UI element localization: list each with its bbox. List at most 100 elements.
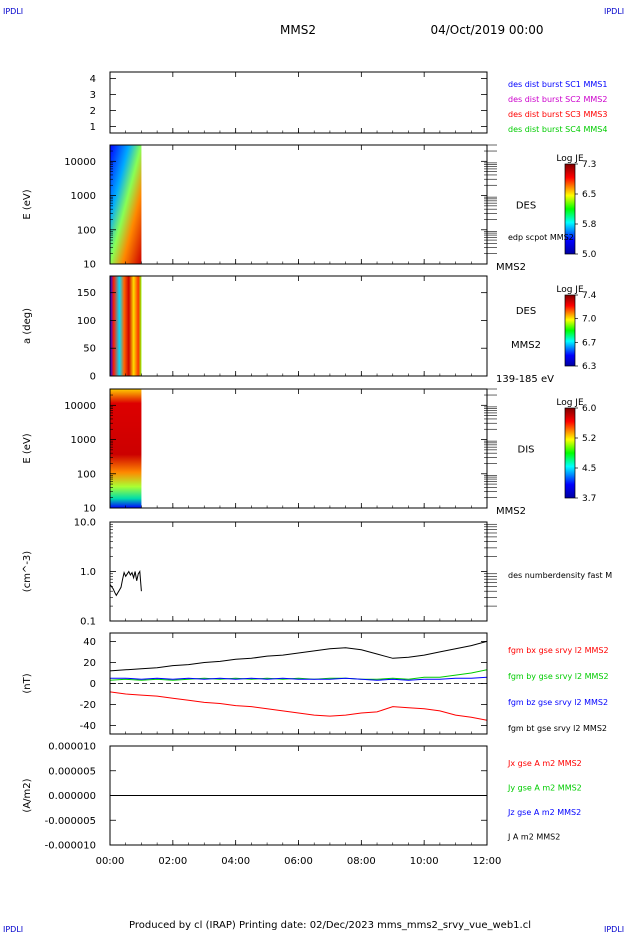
y-tick-label: -40 [80, 721, 96, 732]
colorbar-tick-label: 6.5 [582, 190, 596, 200]
legend-entry-burst: des dist burst SC4 MMS4 [508, 125, 607, 134]
y-tick-label: 50 [83, 344, 96, 355]
y-tick-label: 0.000005 [48, 766, 96, 777]
panels: 4 3 2 1 des dist burst SC1 MMS1 des dist burs… [22, 71, 612, 867]
panel-label-dis_energy: DIS [518, 445, 535, 456]
legend-entry-bfield: fgm by gse srvy l2 MMS2 [508, 672, 609, 681]
panel-corner-label-des_pitch: 139-185 eV [496, 374, 554, 385]
y-tick-label: 0.000000 [48, 791, 96, 802]
series-line-bfield-1 [110, 669, 487, 681]
x-tick-label: 08:00 [347, 856, 376, 867]
y-axis-label-bfield: (nT) [22, 673, 33, 693]
corner-label-top-left: IPDLI [3, 7, 23, 16]
colorbar-tick-label: 6.3 [582, 362, 596, 372]
series-line-density-0 [110, 570, 142, 597]
colorbar-des_pitch [564, 294, 576, 367]
y-tick-label: 1.0 [80, 567, 96, 578]
panel-label-des_pitch: DES [516, 306, 536, 317]
y-tick-label: 40 [83, 637, 96, 648]
y-tick-label: 1 [90, 122, 96, 133]
panel-frame-density [109, 521, 488, 622]
y-tick-label: 10000 [64, 401, 96, 412]
y-tick-label: 150 [77, 288, 96, 299]
y-axis-label-dis_energy: E (eV) [22, 433, 33, 463]
colorbar-tick-label: 7.0 [582, 315, 597, 325]
footer-text: Produced by cl (IRAP) Printing date: 02/… [129, 920, 531, 931]
panel-label-des_energy: DES [516, 201, 536, 212]
series-line-bfield-2 [110, 676, 487, 681]
panel-burst: 4 3 2 1 des dist burst SC1 MMS1 des dist burs… [90, 71, 607, 134]
panel-bfield: 40 20 0 -20 -40 (nT) fgm bx gse srvy l2 MMS2 fg… [22, 632, 609, 735]
panel-sublabel-des_pitch: MMS2 [511, 340, 541, 351]
panel-des_energy: Log JE7.3 6.5 5.8 5.0 DES edp scpot MMS2 MMS2 1… [22, 144, 597, 273]
y-axis-label-density: (cm^-3) [22, 551, 33, 592]
legend-entry-bfield: fgm bx gse srvy l2 MMS2 [508, 646, 609, 655]
colorbar-title-dis_energy: Log JE [556, 398, 584, 408]
panel-frame-dis_energy [109, 388, 488, 509]
legend-entry-burst: des dist burst SC2 MMS2 [508, 95, 607, 104]
spectrogram-des_energy [110, 145, 142, 264]
y-axis-label-des_energy: E (eV) [22, 189, 33, 219]
colorbar-tick-label: 3.7 [582, 494, 596, 504]
panel-dis_energy: Log JE6.0 5.2 4.5 3.7 DIS MMS2 10000 1000 100 10 E… [22, 388, 597, 517]
colorbar-tick-label: 5.2 [582, 434, 596, 444]
y-tick-label: 10.0 [74, 518, 96, 529]
panel-frame-des_energy [109, 144, 488, 265]
y-axis-label-current: (A/m2) [22, 778, 33, 812]
y-tick-label: 0 [90, 372, 96, 383]
x-tick-label: 00:00 [96, 856, 125, 867]
y-tick-label: 100 [77, 225, 96, 236]
legend-entry-density: des numberdensity fast M [508, 571, 612, 580]
y-tick-label: 2 [90, 106, 96, 117]
y-tick-label: 0.1 [80, 617, 96, 628]
colorbar-tick-label: 7.3 [582, 160, 596, 170]
y-tick-label: 0.000010 [48, 742, 96, 753]
y-tick-label: 4 [90, 74, 96, 85]
y-tick-label: 0 [90, 679, 96, 690]
series-line-bfield-0 [110, 691, 487, 721]
y-tick-label: 1000 [71, 435, 96, 446]
corner-label-top-right: IPDLI [604, 7, 624, 16]
y-tick-label: 10 [83, 504, 96, 515]
y-tick-label: -20 [80, 700, 96, 711]
x-tick-label: 06:00 [284, 856, 313, 867]
legend-entry-burst: des dist burst SC1 MMS1 [508, 80, 607, 89]
y-tick-label: 100 [77, 316, 96, 327]
x-tick-label: 12:00 [473, 856, 502, 867]
panel-corner-label-des_energy: MMS2 [496, 262, 526, 273]
colorbar-tick-label: 6.7 [582, 338, 596, 348]
date-title: 04/Oct/2019 00:00 [430, 23, 543, 37]
legend-entry-bfield: fgm bz gse srvy l2 MMS2 [508, 698, 608, 707]
spectrogram-des_pitch [110, 276, 142, 376]
colorbar-tick-label: 6.0 [582, 404, 597, 414]
panel-corner-label-dis_energy: MMS2 [496, 506, 526, 517]
y-tick-label: 3 [90, 90, 96, 101]
legend-entry-current: Jx gse A m2 MMS2 [507, 759, 582, 768]
colorbar-tick-label: 4.5 [582, 464, 596, 474]
y-tick-label: 100 [77, 469, 96, 480]
colorbar-tick-label: 5.0 [582, 250, 597, 260]
panel-des_pitch: Log JE7.4 7.0 6.7 6.3 DES MMS2 139-185 eV 150 10… [22, 275, 597, 385]
y-tick-label: 1000 [71, 191, 96, 202]
y-tick-label: 20 [83, 658, 96, 669]
legend-entry-current: Jy gse A m2 MMS2 [507, 784, 582, 793]
colorbar-title-des_energy: Log JE [556, 154, 584, 164]
legend-entry-bfield: fgm bt gse srvy l2 MMS2 [508, 724, 607, 733]
y-tick-label: 10 [83, 260, 96, 271]
y-tick-label: -0.000005 [45, 816, 96, 827]
colorbar-tick-label: 5.8 [582, 220, 597, 230]
y-tick-label: 10000 [64, 157, 96, 168]
x-tick-label: 04:00 [221, 856, 250, 867]
y-tick-label: -0.000010 [45, 841, 96, 852]
series-line-bfield-3 [110, 640, 487, 672]
colorbar-title-des_pitch: Log JE [556, 285, 584, 295]
corner-label-bottom-right: IPDLI [604, 925, 624, 934]
legend-entry-current: Jz gse A m2 MMS2 [507, 808, 581, 817]
corner-label-bottom-left: IPDLI [3, 925, 23, 934]
x-tick-label: 10:00 [410, 856, 439, 867]
legend-entry-current: J A m2 MMS2 [507, 833, 560, 842]
panel-frame-des_pitch [109, 275, 488, 377]
panel-current: 0.000010 0.000005 0.000000 -0.000005 -0.0000… [22, 742, 582, 852]
panel-density: 10.0 1.0 0.1 (cm^-3) des numberdensity fast … [22, 518, 612, 628]
